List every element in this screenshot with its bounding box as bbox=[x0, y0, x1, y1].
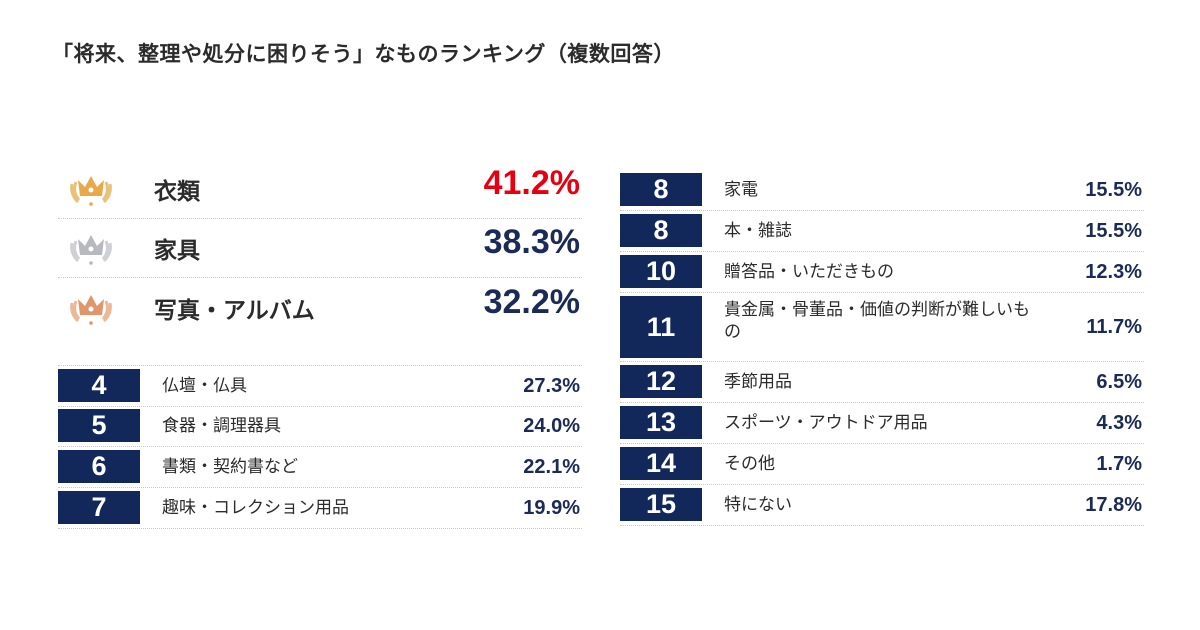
item-value: 27.3% bbox=[523, 375, 580, 397]
rank-badge: 12 bbox=[620, 365, 702, 398]
silver-crown-icon bbox=[70, 235, 112, 265]
top-value: 41.2% bbox=[483, 164, 580, 202]
item-value: 11.7% bbox=[1086, 316, 1142, 338]
top-row-2: 家具 38.3% bbox=[58, 219, 582, 278]
item-label: 本・雑誌 bbox=[724, 221, 792, 241]
item-value: 15.5% bbox=[1085, 179, 1142, 201]
top-value: 32.2% bbox=[483, 283, 580, 321]
chart-title: 「将来、整理や処分に困りそう」なものランキング（複数回答） bbox=[52, 42, 675, 66]
item-label: 書類・契約書など bbox=[162, 457, 298, 477]
item-label: 仏壇・仏具 bbox=[162, 376, 247, 396]
item-label: 趣味・コレクション用品 bbox=[162, 498, 349, 518]
top-label: 衣類 bbox=[154, 179, 200, 205]
rank-badge: 15 bbox=[620, 488, 702, 521]
gold-crown-icon bbox=[70, 176, 112, 206]
rank-badge: 14 bbox=[620, 447, 702, 480]
rank-badge: 8 bbox=[620, 173, 702, 206]
item-value: 19.9% bbox=[523, 497, 580, 519]
item-value: 15.5% bbox=[1085, 220, 1142, 242]
ranking-row: 5 食器・調理器具 24.0% bbox=[58, 406, 582, 447]
ranking-row: 15 特にない 17.8% bbox=[620, 485, 1144, 526]
top-label: 家具 bbox=[154, 238, 200, 264]
ranking-row: 13 スポーツ・アウトドア用品 4.3% bbox=[620, 403, 1144, 444]
item-value: 24.0% bbox=[523, 415, 580, 437]
item-label: スポーツ・アウトドア用品 bbox=[724, 413, 928, 433]
ranking-row: 12 季節用品 6.5% bbox=[620, 362, 1144, 403]
top-row-3: 写真・アルバム 32.2% bbox=[58, 279, 582, 337]
ranking-row: 10 贈答品・いただきもの 12.3% bbox=[620, 252, 1144, 293]
rank-badge: 6 bbox=[58, 450, 140, 483]
rank-badge: 11 bbox=[620, 296, 702, 358]
item-value: 4.3% bbox=[1096, 412, 1142, 434]
top-row-1: 衣類 41.2% bbox=[58, 160, 582, 219]
item-value: 1.7% bbox=[1096, 453, 1142, 475]
item-label: 特にない bbox=[724, 495, 792, 515]
top-value: 38.3% bbox=[483, 223, 580, 261]
rank-badge: 10 bbox=[620, 255, 702, 288]
item-value: 12.3% bbox=[1085, 261, 1142, 283]
item-label: その他 bbox=[724, 454, 775, 474]
rank-badge: 4 bbox=[58, 369, 140, 402]
item-value: 6.5% bbox=[1096, 371, 1142, 393]
ranking-row: 11 貴金属・骨董品・価値の判断が難しいもの 11.7% bbox=[620, 293, 1144, 362]
rank-badge: 5 bbox=[58, 409, 140, 442]
rank-badge: 13 bbox=[620, 406, 702, 439]
bronze-crown-icon bbox=[70, 295, 112, 325]
ranking-row: 6 書類・契約書など 22.1% bbox=[58, 447, 582, 488]
ranking-row: 7 趣味・コレクション用品 19.9% bbox=[58, 488, 582, 529]
ranking-row: 8 本・雑誌 15.5% bbox=[620, 211, 1144, 252]
ranking-row: 8 家電 15.5% bbox=[620, 170, 1144, 211]
rank-badge: 7 bbox=[58, 491, 140, 524]
item-label: 季節用品 bbox=[724, 372, 792, 392]
rank-badge: 8 bbox=[620, 214, 702, 247]
ranking-row: 14 その他 1.7% bbox=[620, 444, 1144, 485]
item-label: 貴金属・骨董品・価値の判断が難しいもの bbox=[724, 300, 1030, 342]
item-label: 贈答品・いただきもの bbox=[724, 262, 894, 282]
item-label: 食器・調理器具 bbox=[162, 416, 281, 436]
ranking-row: 4 仏壇・仏具 27.3% bbox=[58, 365, 582, 407]
top-label: 写真・アルバム bbox=[154, 298, 315, 324]
item-value: 22.1% bbox=[523, 456, 580, 478]
item-label: 家電 bbox=[724, 180, 758, 200]
item-value: 17.8% bbox=[1085, 494, 1142, 516]
